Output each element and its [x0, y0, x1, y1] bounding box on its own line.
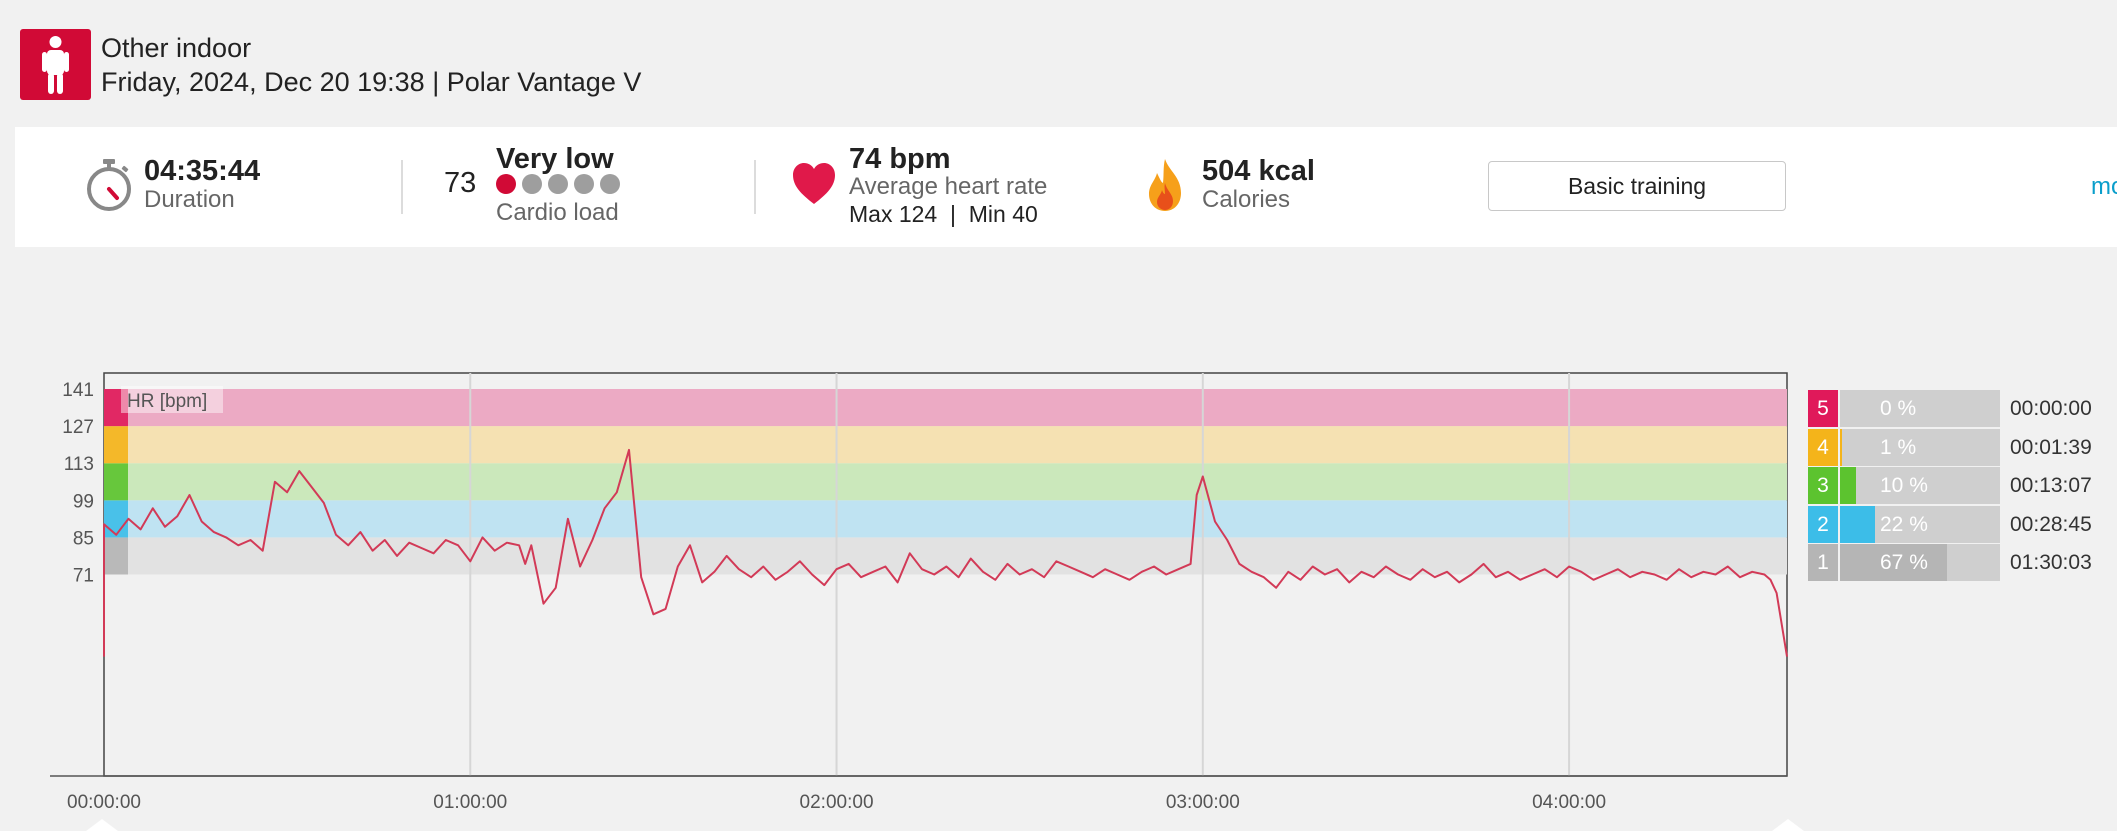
- zone-band-2: [104, 500, 1787, 538]
- zone-bar-fill: [1840, 505, 1876, 543]
- divider: [754, 160, 756, 214]
- zone-band-marker-1: [104, 537, 128, 575]
- zone-bar: 10 %: [1840, 467, 2000, 504]
- calories-label: Calories: [1202, 186, 1291, 213]
- x-tick-label: 02:00:00: [800, 792, 874, 813]
- x-tick-label: 01:00:00: [433, 792, 507, 813]
- zone-band-marker-3: [104, 463, 128, 501]
- x-tick-label: 04:00:00: [1532, 792, 1606, 813]
- range-start-handle[interactable]: [86, 819, 118, 831]
- zone-time: 00:13:07: [2010, 474, 2092, 497]
- y-tick-label: 99: [73, 491, 94, 512]
- sport-icon: [20, 29, 91, 100]
- zone-number: 5: [1808, 390, 1838, 427]
- calories-value: 504 kcal: [1202, 155, 1315, 187]
- cardio-load-number: 73: [444, 167, 477, 199]
- person-standing-icon: [42, 36, 69, 94]
- zone-bar-fill: [1840, 428, 1842, 466]
- heart-rate-label: Average heart rate: [849, 173, 1048, 200]
- cardio-load-level: Very low: [496, 143, 614, 175]
- cardio-dot: [600, 174, 620, 194]
- sport-name: Other indoor: [101, 33, 252, 63]
- heart-rate-max-min: Max 124 | Min 40: [849, 201, 1038, 227]
- x-tick-label: 00:00:00: [67, 792, 141, 813]
- x-tick-label: 03:00:00: [1166, 792, 1240, 813]
- zone-time: 00:00:00: [2010, 397, 2092, 420]
- y-tick-label: 85: [73, 528, 94, 549]
- cardio-dot-active: [496, 174, 516, 194]
- heart-rate-value: 74 bpm: [849, 143, 951, 175]
- zone-bar: 0 %: [1840, 390, 2000, 427]
- zone-band-marker-5: [104, 389, 128, 427]
- zone-band-1: [104, 537, 1787, 575]
- cardio-load-dots: [496, 174, 620, 194]
- zone-percent: 10 %: [1880, 474, 1928, 497]
- zone-bar: 67 %: [1840, 544, 2000, 581]
- zone-percent: 67 %: [1880, 551, 1928, 574]
- zone-percent: 22 %: [1880, 512, 1928, 536]
- hr-chart: 141 127 113 99 85 71 00:00:00 01:00:00 02:00:00 0…: [50, 372, 1788, 813]
- divider: [401, 160, 403, 214]
- y-tick-label: 141: [62, 380, 94, 401]
- duration-value: 04:35:44: [144, 155, 261, 187]
- flame-icon: [1145, 157, 1185, 213]
- y-tick-label: 127: [62, 417, 94, 438]
- zone-band-marker-4: [104, 426, 128, 464]
- hr-line: [103, 448, 1788, 657]
- zone-time: 00:28:45: [2010, 512, 2092, 536]
- session-info: Friday, 2024, Dec 20 19:38 | Polar Vanta…: [101, 67, 642, 97]
- duration-label: Duration: [144, 186, 235, 213]
- zone-bar: 22 %: [1840, 505, 2000, 543]
- zone-percent: 1 %: [1880, 435, 1917, 459]
- more-link[interactable]: mo: [2091, 173, 2117, 200]
- zone-time: 00:01:39: [2010, 435, 2092, 459]
- series-label-bg: [121, 386, 223, 413]
- y-tick-label: 113: [64, 454, 94, 475]
- zone-number: 2: [1808, 505, 1838, 543]
- summary-card: [15, 127, 2117, 247]
- cardio-dot: [548, 174, 568, 194]
- zone-time: 01:30:03: [2010, 551, 2092, 574]
- zone-number: 4: [1808, 428, 1838, 466]
- zone-bar-fill: [1840, 544, 1948, 581]
- zone-band-3: [104, 463, 1787, 501]
- cardio-load-label: Cardio load: [496, 199, 619, 226]
- y-tick-label: 71: [73, 566, 94, 587]
- zone-band-4: [104, 426, 1787, 464]
- zone-number: 3: [1808, 467, 1838, 504]
- cardio-dot: [574, 174, 594, 194]
- series-label: HR [bpm]: [127, 391, 207, 412]
- zone-bar-fill: [1840, 467, 1856, 504]
- cardio-dot: [522, 174, 542, 194]
- range-end-handle[interactable]: [1772, 819, 1804, 831]
- basic-training-button[interactable]: Basic training: [1488, 161, 1786, 211]
- stopwatch-icon: [86, 157, 132, 213]
- heart-icon: [791, 162, 837, 206]
- zone-band-5: [104, 389, 1787, 427]
- zone-number: 1: [1808, 544, 1838, 581]
- zone-bar: 1 %: [1840, 428, 2000, 466]
- zone-band-marker-2: [104, 500, 128, 538]
- zone-percent: 0 %: [1880, 397, 1917, 420]
